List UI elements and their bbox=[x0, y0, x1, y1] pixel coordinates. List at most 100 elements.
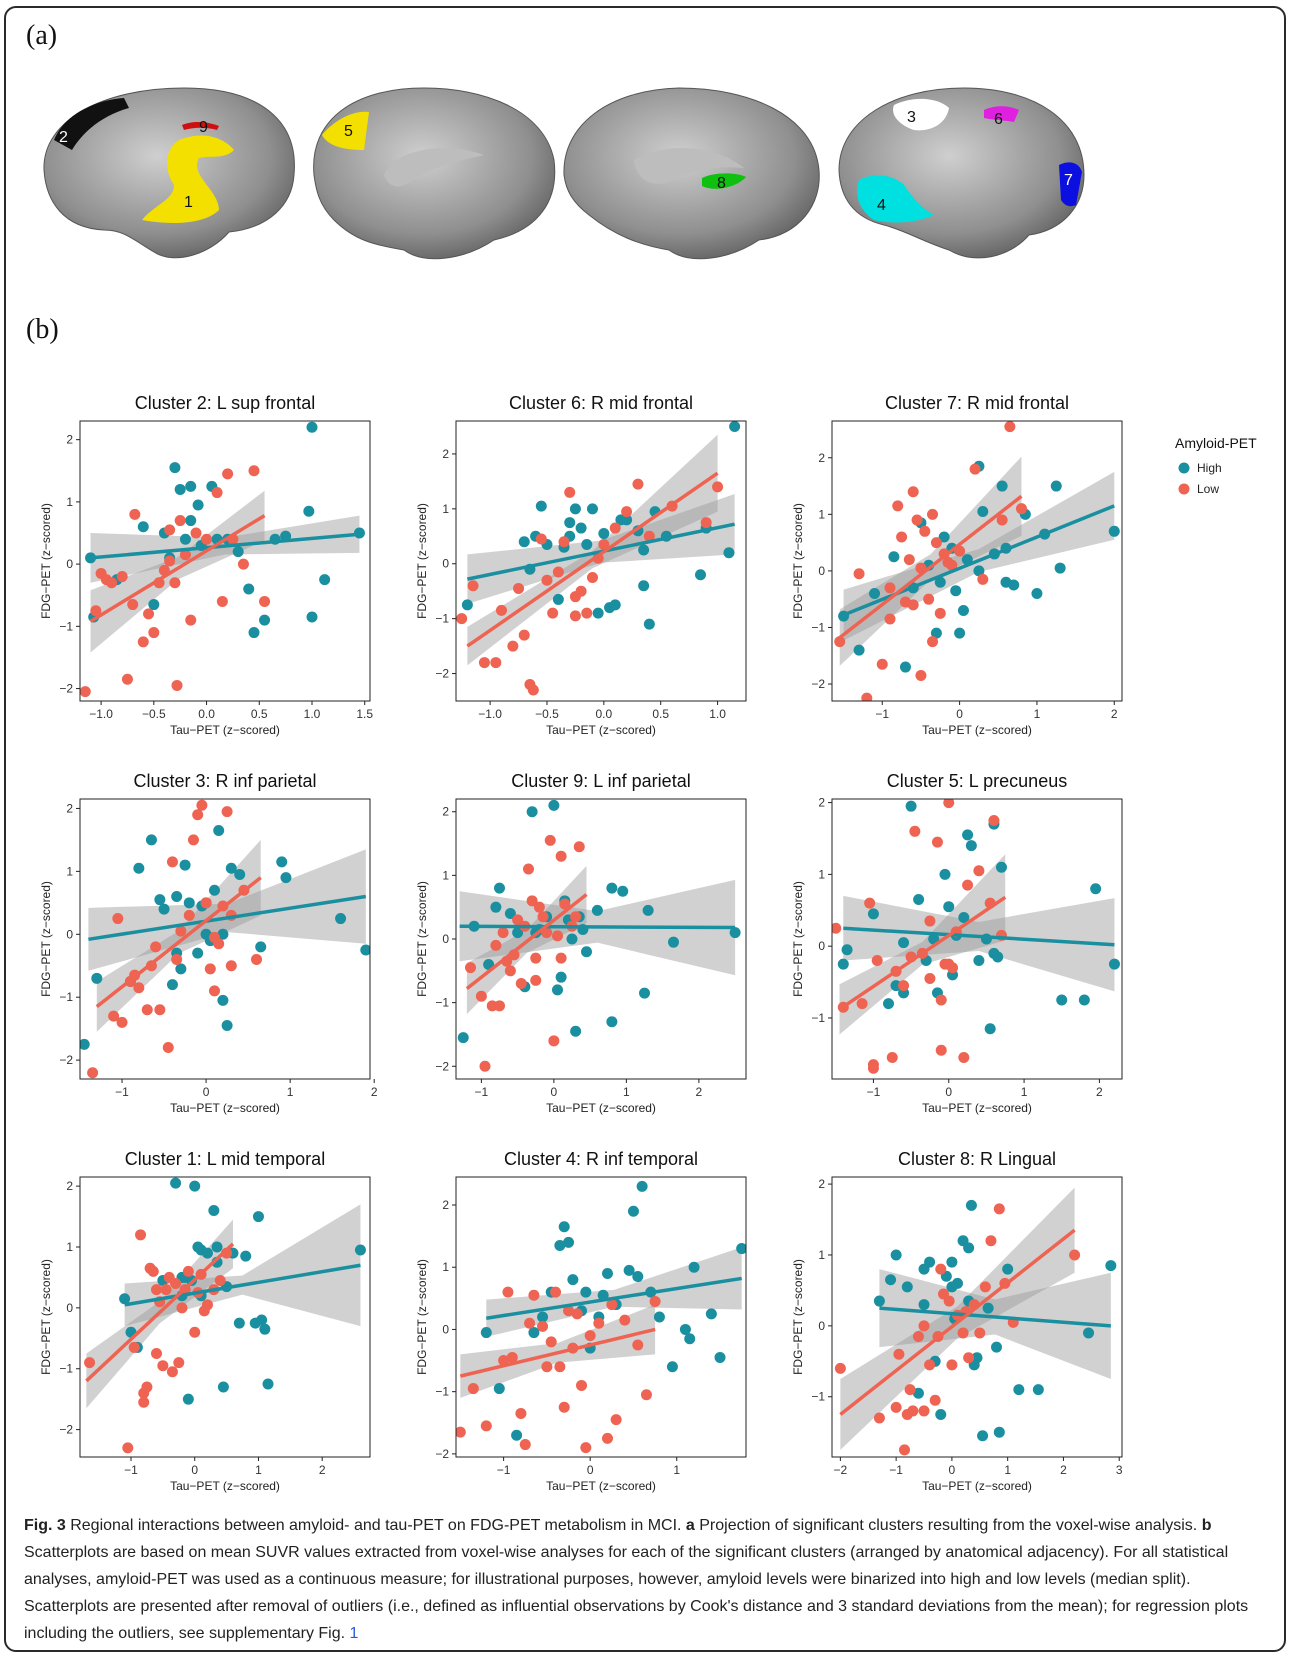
brain-projections: 2 9 1 5 8 3 6 7 4 bbox=[43, 87, 1085, 260]
figure-caption: Fig. 3 Regional interactions between amy… bbox=[24, 1512, 1274, 1647]
data-point-high bbox=[935, 1408, 947, 1420]
data-point-low bbox=[581, 607, 593, 619]
scatter-cluster-1: Cluster 1: L mid temporal −1 0 1 2 −2 −1 0 1 2 Tau… bbox=[39, 1149, 371, 1493]
data-point-high bbox=[995, 861, 1007, 873]
data-point-low bbox=[861, 692, 873, 701]
data-point-low bbox=[871, 955, 883, 967]
data-point-high bbox=[992, 951, 1004, 963]
data-point-low bbox=[87, 1067, 99, 1079]
data-point-high bbox=[182, 1393, 194, 1405]
data-point-high bbox=[993, 1426, 1005, 1438]
data-point-high bbox=[623, 1264, 635, 1276]
data-point-low bbox=[190, 527, 202, 539]
data-point-low bbox=[930, 537, 942, 549]
supplementary-fig-link[interactable]: 1 bbox=[349, 1625, 359, 1642]
regression-line-high bbox=[843, 926, 1115, 947]
data-point-high bbox=[627, 1205, 639, 1217]
data-point-low bbox=[533, 901, 545, 913]
data-point-low bbox=[479, 1060, 491, 1072]
y-tick-label: −2 bbox=[59, 1053, 73, 1067]
cluster-7-region bbox=[1059, 162, 1082, 207]
chart-title: Cluster 9: L inf parietal bbox=[511, 771, 690, 791]
x-tick-label: 2 bbox=[1096, 1085, 1103, 1099]
data-point-low bbox=[506, 1351, 518, 1363]
data-point-high bbox=[1050, 480, 1062, 492]
confidence-band-high bbox=[879, 1269, 1111, 1380]
data-point-high bbox=[869, 588, 881, 600]
x-tick-label: 2 bbox=[1060, 1463, 1067, 1477]
data-point-low bbox=[554, 1361, 566, 1373]
data-point-low bbox=[1069, 1249, 1081, 1261]
data-point-low bbox=[969, 463, 981, 475]
data-point-low bbox=[911, 514, 923, 526]
data-point-low bbox=[512, 914, 524, 926]
data-point-high bbox=[252, 1211, 264, 1223]
x-axis-label: Tau−PET (z−scored) bbox=[546, 1479, 656, 1493]
x-tick-label: 0.0 bbox=[595, 707, 612, 721]
regression-line-low bbox=[85, 1242, 235, 1383]
data-point-high bbox=[169, 462, 181, 474]
data-point-high bbox=[555, 971, 567, 983]
y-axis-label: FDG−PET (z−scored) bbox=[39, 1259, 53, 1375]
data-point-high bbox=[898, 937, 910, 949]
data-point-high bbox=[280, 872, 292, 884]
chart-title: Cluster 4: R inf temporal bbox=[504, 1149, 698, 1169]
y-axis-label: FDG−PET (z−scored) bbox=[39, 881, 53, 997]
data-point-high bbox=[569, 503, 581, 515]
data-point-low bbox=[160, 1284, 172, 1296]
data-point-low bbox=[856, 998, 868, 1010]
data-point-high bbox=[606, 882, 618, 894]
data-point-high bbox=[225, 862, 237, 874]
data-point-low bbox=[537, 1320, 549, 1332]
scatter-cluster-5: Cluster 5: L precuneus −1 0 1 2 −1 0 1 2 Tau−PET … bbox=[791, 771, 1123, 1115]
chart-title: Cluster 2: L sup frontal bbox=[135, 393, 315, 413]
y-tick-label: 1 bbox=[818, 507, 825, 521]
data-point-low bbox=[988, 815, 1000, 827]
data-point-high bbox=[145, 834, 157, 846]
data-point-high bbox=[695, 569, 707, 581]
y-tick-label: 1 bbox=[66, 864, 73, 878]
data-point-low bbox=[143, 608, 155, 620]
brain-label-3: 3 bbox=[907, 109, 916, 126]
data-point-high bbox=[639, 987, 650, 999]
data-point-low bbox=[619, 1314, 631, 1326]
data-point-low bbox=[176, 1302, 188, 1314]
data-point-low bbox=[898, 980, 910, 992]
data-point-high bbox=[119, 1293, 131, 1305]
data-point-high bbox=[335, 913, 347, 925]
plot-area bbox=[80, 421, 370, 701]
x-tick-label: −0.5 bbox=[142, 707, 166, 721]
y-tick-label: 1 bbox=[442, 1260, 449, 1274]
plot-frame bbox=[79, 798, 371, 1080]
data-point-high bbox=[262, 1378, 274, 1390]
brain-left-medial: 5 bbox=[313, 87, 556, 260]
data-point-high bbox=[504, 908, 516, 920]
data-point-low bbox=[465, 962, 476, 974]
figure-frame bbox=[4, 6, 1286, 1652]
data-point-high bbox=[171, 891, 183, 903]
data-point-low bbox=[502, 1286, 514, 1298]
data-point-low bbox=[150, 1284, 162, 1296]
data-point-low bbox=[593, 1317, 605, 1329]
data-point-high bbox=[591, 904, 603, 916]
data-point-high bbox=[201, 1247, 213, 1259]
x-tick-label: −1 bbox=[124, 1463, 138, 1477]
x-tick-label: 0 bbox=[203, 1085, 210, 1099]
data-point-high bbox=[890, 1249, 902, 1261]
data-point-low bbox=[935, 1263, 947, 1275]
data-point-high bbox=[688, 1261, 700, 1273]
data-point-low bbox=[128, 1341, 140, 1353]
data-point-high bbox=[183, 897, 195, 909]
data-point-high bbox=[174, 483, 186, 495]
data-point-high bbox=[85, 552, 97, 564]
y-tick-label: 0 bbox=[442, 932, 449, 946]
data-point-low bbox=[552, 566, 564, 578]
regression-line-high bbox=[459, 924, 736, 930]
data-point-low bbox=[530, 952, 542, 964]
data-point-high bbox=[208, 884, 220, 896]
data-point-low bbox=[943, 1295, 955, 1307]
data-point-low bbox=[640, 1389, 652, 1401]
chart-title: Cluster 5: L precuneus bbox=[887, 771, 1067, 791]
data-point-high bbox=[965, 1199, 977, 1211]
y-tick-label: −1 bbox=[59, 990, 73, 1004]
